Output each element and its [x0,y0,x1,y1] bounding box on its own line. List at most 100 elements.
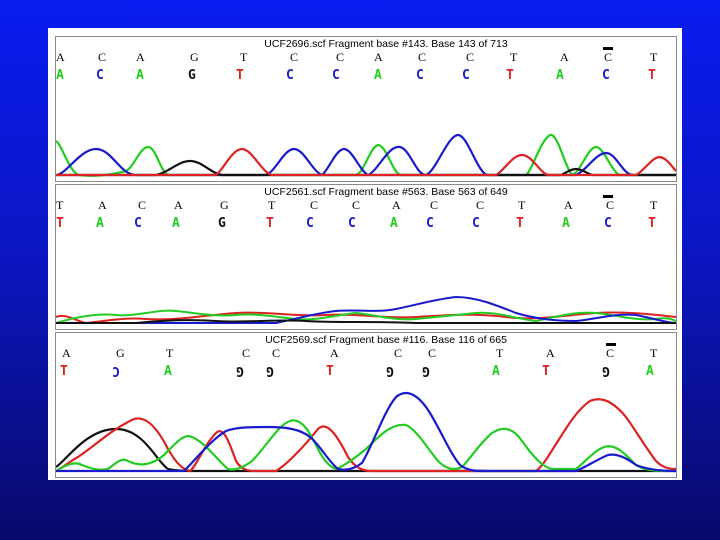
base-call: C [394,346,402,360]
edited-base: G [422,363,430,378]
edited-base: A [136,68,144,83]
edited-base: C [348,216,356,231]
trace-curves-2 [56,295,676,325]
edited-base: A [492,364,500,379]
base-call: T [496,346,504,360]
base-call: A [564,198,573,212]
edited-base: T [56,216,64,231]
base-call: C [430,198,438,212]
base-calls-1: A C A G T C C A C C T A C T [56,50,658,64]
trace-curves-3 [56,391,676,473]
trace-red [56,398,676,473]
edited-base: T [648,68,656,83]
base-call: C [418,50,426,64]
base-call: C [290,50,298,64]
base-call: G [190,50,199,64]
base-call: A [330,346,339,360]
edited-base: T [236,68,244,83]
edited-base: C [332,68,340,83]
edited-base: C [134,216,142,231]
trace-title-2: UCF2561.scf Fragment base #563. Base 563… [264,186,508,198]
base-call: C [98,50,106,64]
trace-blue [56,133,676,177]
base-call: T [518,198,526,212]
edited-base: C [472,216,480,231]
edited-base: G [386,363,394,378]
cursor-marker [606,343,616,346]
edited-base: C [306,216,314,231]
edited-base: T [506,68,514,83]
edited-base: C [96,68,104,83]
edited-base: C [462,68,470,83]
base-call: C [428,346,436,360]
edited-base: T [516,216,524,231]
base-call: A [560,50,569,64]
edited-base: A [164,364,172,379]
trace-green [56,309,676,324]
trace-plot-2: T A C A G T C C A C C T A C T T A C [56,195,676,325]
base-call: A [174,198,183,212]
edited-calls-2: T A C A G T C C A C C T A C T [56,216,656,231]
trace-blue [56,295,676,324]
edited-calls-3: T C A G G T G G A T G A [60,363,654,379]
trace-green [56,133,676,177]
edited-base: A [56,68,64,83]
base-call: A [62,346,71,360]
edited-base: T [326,364,334,379]
base-calls-3: A G T C C A C C T A C T [62,346,658,360]
trace-curves-1 [56,133,676,177]
edited-base: C [286,68,294,83]
base-call: T [650,198,658,212]
edited-base: G [218,216,226,231]
edited-base: G [602,363,610,378]
edited-base: T [60,364,68,379]
edited-base: T [648,216,656,231]
edited-base: G [266,363,274,378]
trace-title-1: UCF2696.scf Fragment base #143. Base 143… [264,38,508,50]
trace-red [56,147,676,177]
base-call: C [272,346,280,360]
trace-title-3: UCF2569.scf Fragment base #116. Base 116… [265,334,507,346]
base-call: T [510,50,518,64]
base-call: A [546,346,555,360]
cursor-marker [603,47,613,50]
base-call: A [98,198,107,212]
base-call: C [336,50,344,64]
base-call: C [606,198,614,212]
edited-base: A [374,68,382,83]
base-call: C [466,50,474,64]
trace-plot-1: A C A G T C C A C C T A C T A C A G [56,47,676,177]
base-call: T [650,346,658,360]
base-call: A [374,50,383,64]
trace-panel-1: UCF2696.scf Fragment base #143. Base 143… [55,36,677,182]
edited-base: T [266,216,274,231]
edited-base: A [390,216,398,231]
base-calls-2: T A C A G T C C A C C T A C T [56,198,658,212]
base-call: A [392,198,401,212]
base-call: A [136,50,145,64]
base-call: T [650,50,658,64]
base-call: C [606,346,614,360]
base-call: C [604,50,612,64]
edited-base: G [236,363,244,378]
trace-panel-3: UCF2569.scf Fragment base #116. Base 116… [55,332,677,478]
trace-panel-2: UCF2561.scf Fragment base #563. Base 563… [55,184,677,330]
trace-plot-3: A G T C C A C C T A C T T C A G G T [56,343,676,473]
edited-base: C [604,216,612,231]
base-call: G [116,346,125,360]
trace-black [56,319,676,324]
base-call: C [138,198,146,212]
base-call: T [166,346,174,360]
edited-base: C [112,363,120,378]
base-call: T [268,198,276,212]
edited-calls-1: A C A G T C C A C C T A C T [56,68,656,83]
trace-red [56,311,676,325]
chromatogram-sheet: UCF2696.scf Fragment base #143. Base 143… [48,28,682,480]
base-call: C [242,346,250,360]
edited-base: A [96,216,104,231]
cursor-marker [603,195,613,198]
edited-base: G [188,68,196,83]
base-call: C [476,198,484,212]
base-call: G [220,198,229,212]
trace-blue [56,391,676,473]
